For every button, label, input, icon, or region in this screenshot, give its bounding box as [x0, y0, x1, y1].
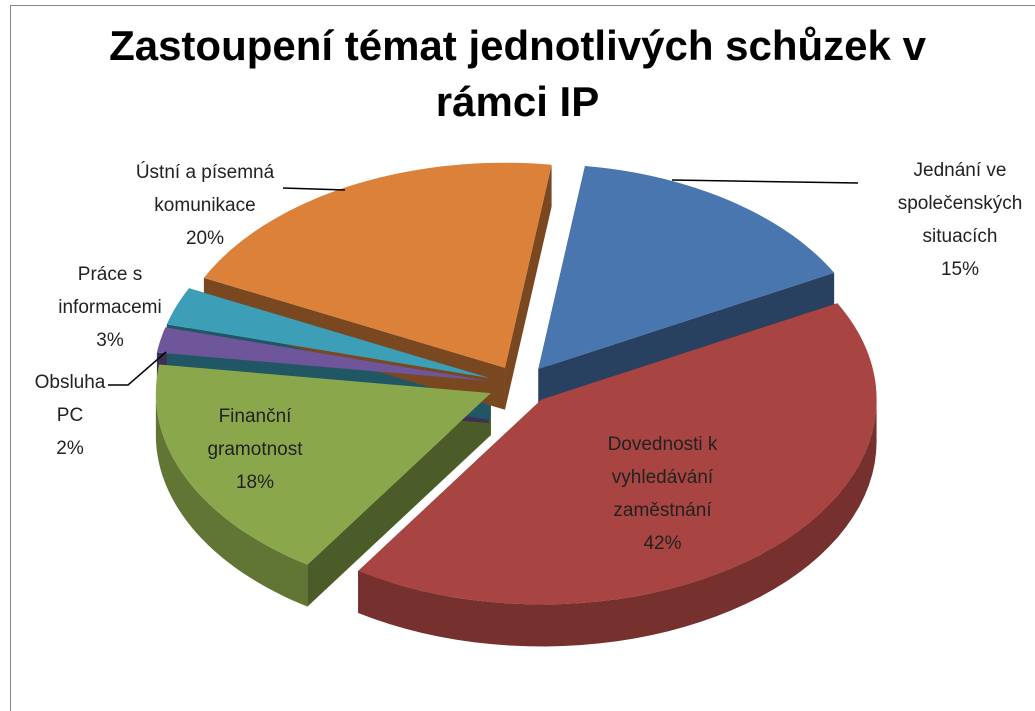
chart-border — [10, 5, 1035, 711]
slice-side — [155, 393, 308, 607]
slice-label: Ústní a písemná komunikace 20% — [125, 156, 285, 255]
value-label: 18% — [235, 472, 275, 493]
category-label: Finanční gramotnost — [207, 406, 303, 460]
slice-wall — [504, 164, 552, 410]
pie-slice — [156, 327, 489, 382]
category-label: Práce s informacemi — [58, 264, 162, 318]
slice-label: Práce s informacemi 3% — [50, 258, 170, 357]
slice-label: Jednání ve společenských situacích 15% — [890, 154, 1030, 286]
leader-line — [671, 179, 859, 184]
pie-slice — [538, 165, 835, 369]
pie-slice — [155, 364, 491, 565]
chart-title: Zastoupení témat jednotlivých schůzek v … — [109, 22, 926, 125]
value-label: 2% — [56, 438, 84, 459]
slice-side — [358, 399, 877, 647]
slice-tops — [155, 162, 877, 605]
slice-label: Dovednosti k vyhledávání zaměstnání 42% — [595, 428, 730, 560]
value-label: 42% — [643, 533, 682, 554]
category-label: Jednání ve společenských situacích — [897, 160, 1023, 247]
value-label: 3% — [96, 330, 124, 351]
category-label: Obsluha PC — [34, 372, 106, 426]
slice-wall — [307, 393, 491, 607]
category-label: Dovednosti k vyhledávání zaměstnání — [607, 434, 718, 521]
pie-slice — [203, 162, 552, 368]
pie-slice — [358, 303, 877, 605]
value-label: 15% — [940, 259, 980, 280]
pie — [155, 162, 877, 647]
value-label: 20% — [185, 228, 225, 249]
slice-wall — [538, 272, 835, 411]
pie-slice — [166, 288, 491, 379]
leader-line — [282, 187, 346, 191]
slice-label: Obsluha PC 2% — [30, 366, 110, 465]
category-label: Ústní a písemná komunikace — [135, 162, 275, 216]
slice-label: Finanční gramotnost 18% — [200, 400, 310, 499]
leader-line — [108, 351, 167, 386]
